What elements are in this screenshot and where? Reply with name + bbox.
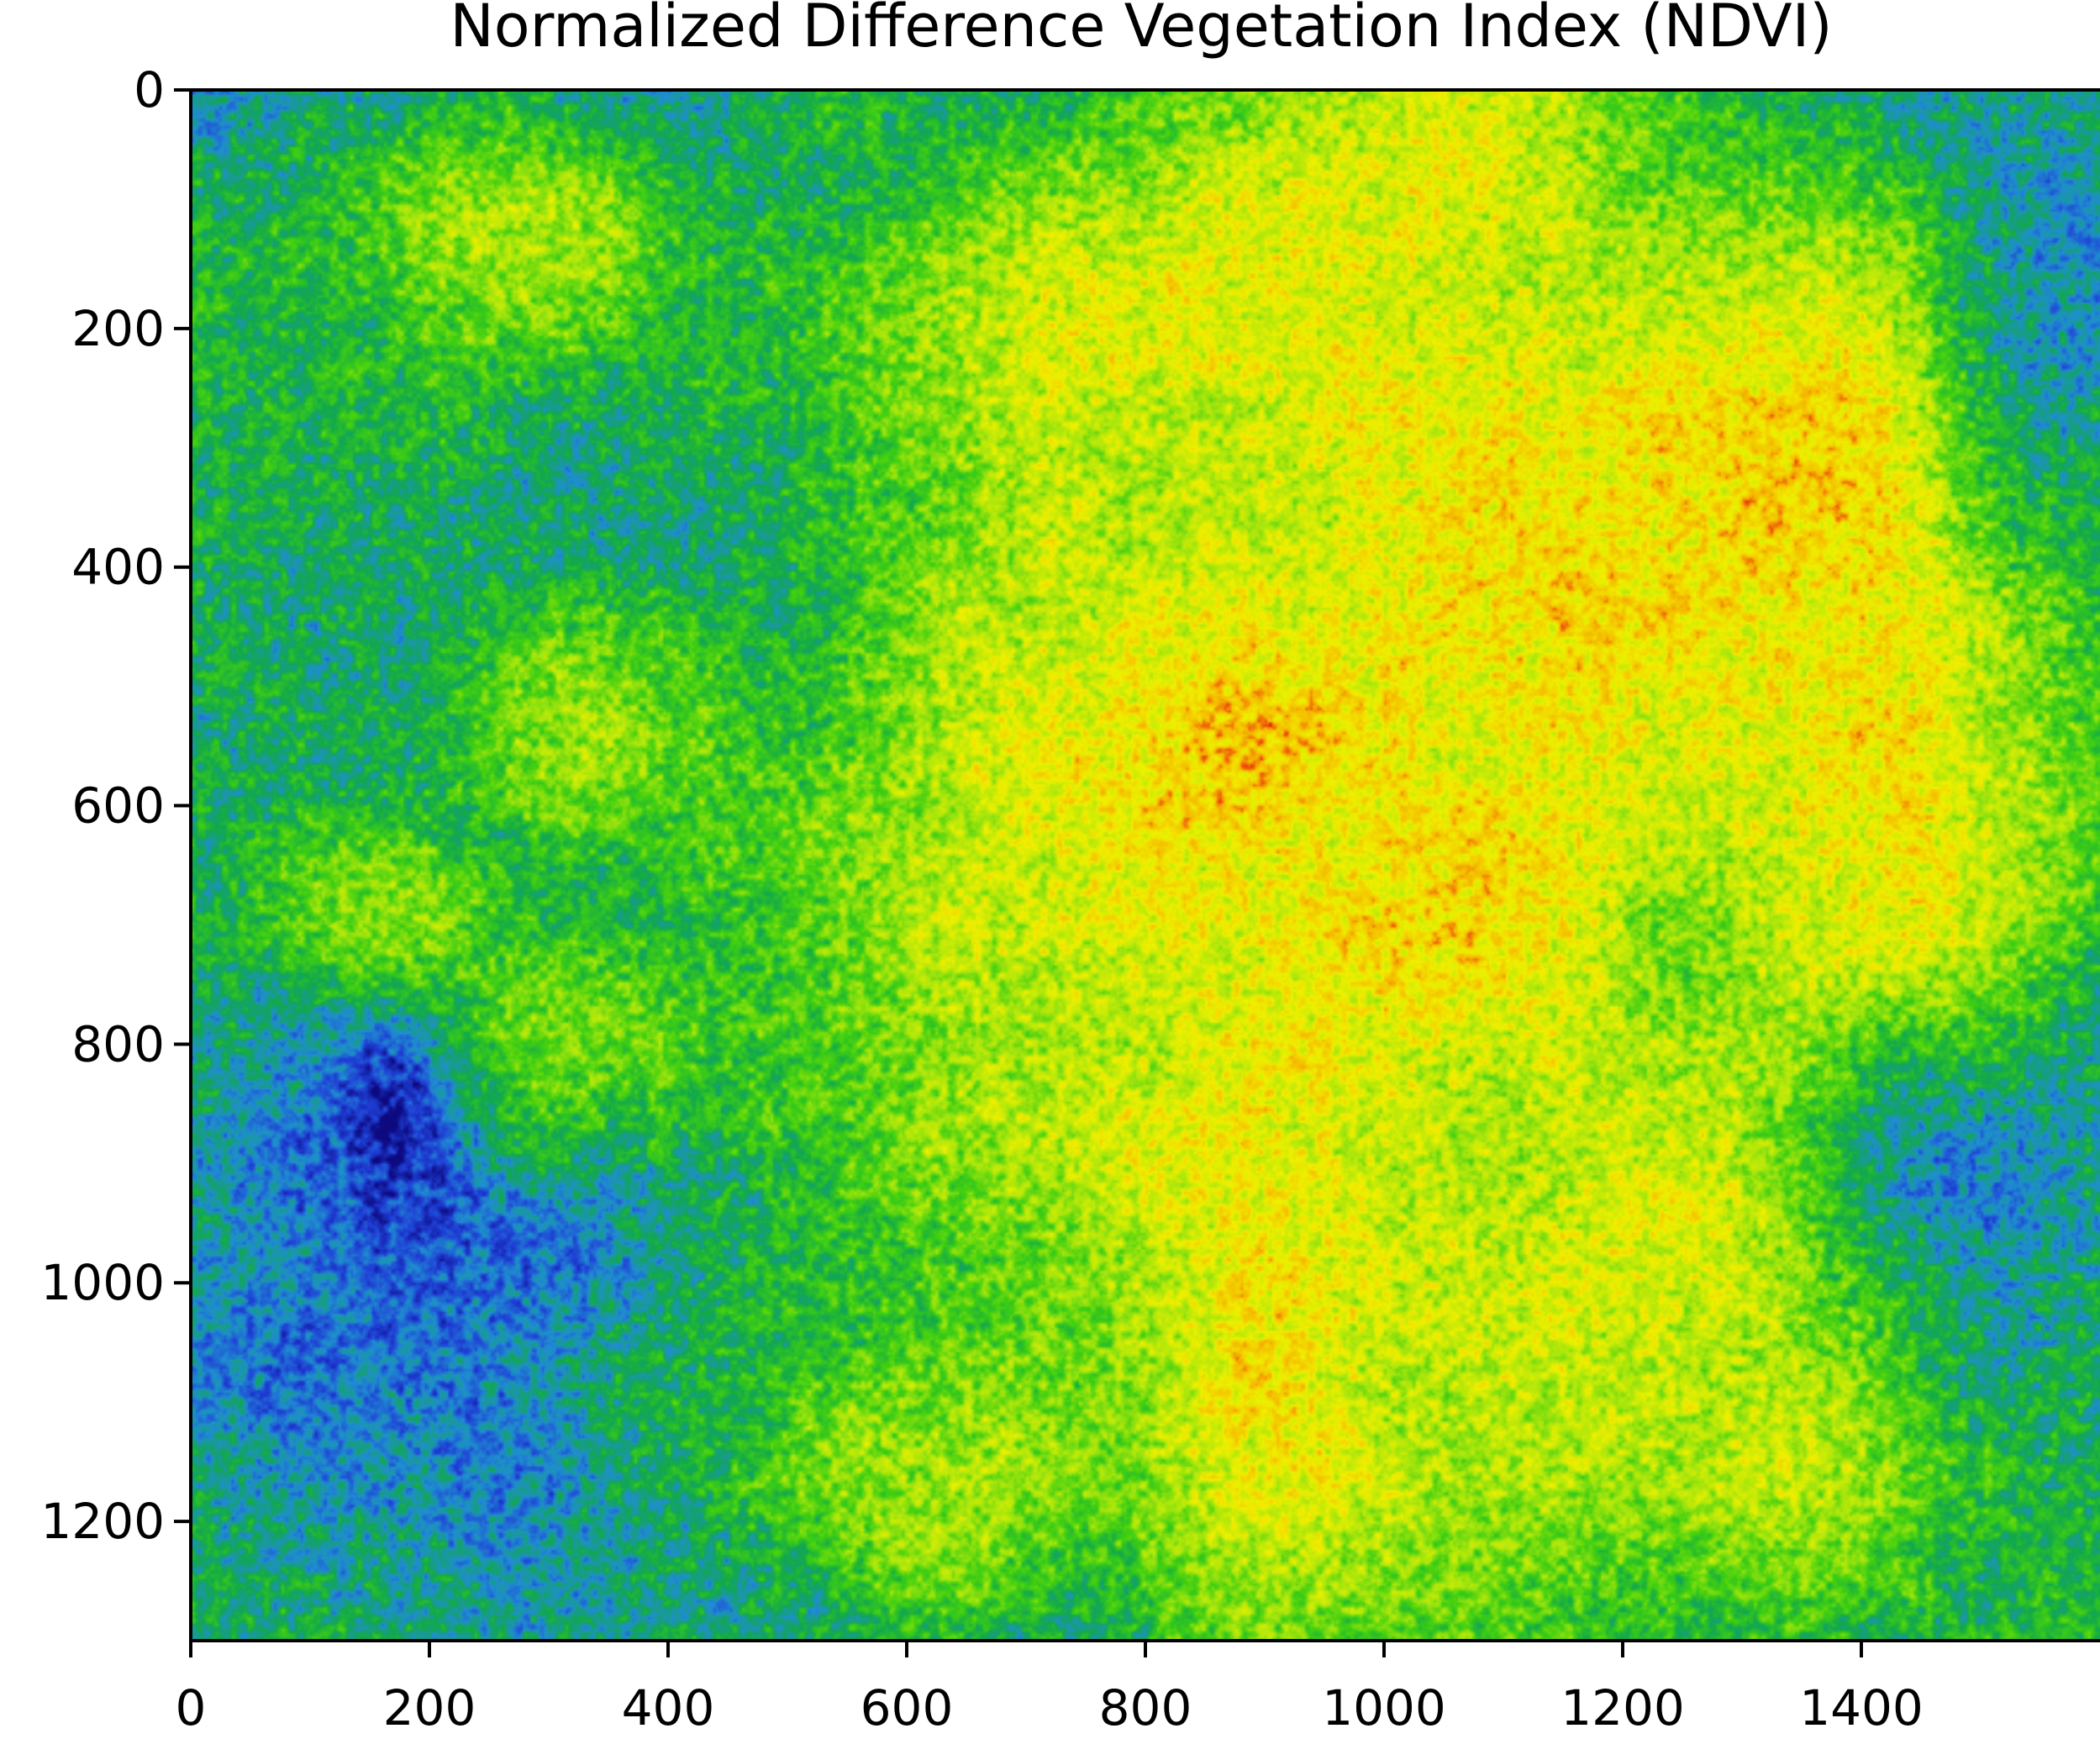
axes-frame <box>189 88 2100 1642</box>
x-tick-label: 200 <box>383 1679 476 1736</box>
y-tick-label: 600 <box>71 777 165 835</box>
x-tick-label: 0 <box>176 1679 207 1736</box>
y-axis: 0 200 400 600 800 1000 1200 <box>40 61 191 1550</box>
x-tick-label: 1200 <box>1561 1679 1685 1736</box>
x-tick-label: 1000 <box>1322 1679 1446 1736</box>
y-tick-label: 0 <box>134 61 165 119</box>
plot-area <box>191 90 2100 1641</box>
x-axis: 0 200 400 600 800 1000 1200 1400 <box>176 1641 1924 1736</box>
x-tick-label: 800 <box>1099 1679 1192 1736</box>
x-tick-label: 600 <box>861 1679 954 1736</box>
ndvi-raster-image <box>191 90 2100 1641</box>
y-tick-label: 400 <box>71 539 165 596</box>
y-tick-label: 1200 <box>40 1493 165 1550</box>
x-tick-label: 400 <box>622 1679 715 1736</box>
y-tick-label: 800 <box>71 1015 165 1072</box>
chart-title: Normalized Difference Vegetation Index (… <box>450 0 1832 61</box>
y-tick-label: 200 <box>71 300 165 357</box>
x-tick-label: 1400 <box>1799 1679 1924 1736</box>
y-tick-label: 1000 <box>40 1254 165 1311</box>
